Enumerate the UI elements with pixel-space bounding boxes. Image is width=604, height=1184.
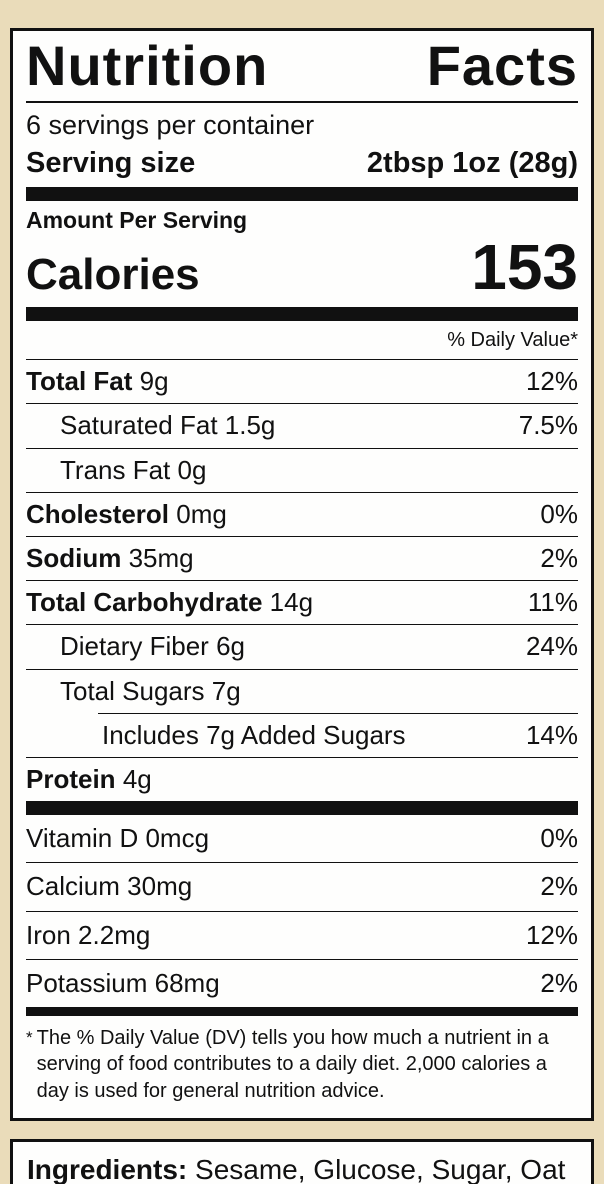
amount-per-serving-label: Amount Per Serving — [26, 207, 248, 234]
nutrient-row-trans-fat: Trans Fat 0g — [26, 449, 578, 492]
nutrient-dv: 2% — [540, 543, 578, 573]
ingredients-line: Ingredients: Sesame, Glucose, Sugar, Oat… — [27, 1152, 577, 1184]
nutrient-row-protein: Protein 4g — [26, 758, 578, 801]
nutrient-dv: 7.5% — [518, 410, 578, 441]
vitamin-name-amount: Vitamin D 0mcg — [26, 823, 210, 854]
calories-label: Calories — [26, 249, 200, 299]
nutrient-row-added-sugars: Includes 7g Added Sugars 14% — [26, 714, 578, 757]
nutrient-row-cholesterol: Cholesterol 0mg 0% — [26, 493, 578, 536]
nutrient-row-saturated-fat: Saturated Fat 1.5g 7.5% — [26, 404, 578, 447]
nutrient-name-amount: Total Sugars 7g — [60, 675, 241, 706]
servings-per-container: 6 servings per container — [26, 109, 315, 140]
row-separator — [26, 447, 578, 449]
row-separator — [26, 862, 578, 864]
row-separator-indented — [98, 712, 578, 714]
row-separator — [26, 958, 578, 960]
vitamin-dv: 2% — [540, 871, 578, 902]
vitamin-dv: 2% — [540, 967, 578, 998]
medium-divider-bar — [26, 1006, 578, 1016]
row-separator — [26, 580, 578, 582]
nutrient-name-amount: Saturated Fat 1.5g — [60, 410, 276, 441]
nutrient-name-amount: Cholesterol 0mg — [26, 498, 227, 529]
vitamin-row-iron: Iron 2.2mg 12% — [26, 912, 578, 959]
row-separator — [26, 624, 578, 626]
nutrient-name-amount: Total Fat 9g — [26, 366, 169, 397]
serving-size-value: 2tbsp 1oz (28g) — [366, 147, 578, 180]
row-separator — [26, 668, 578, 670]
ingredients-box: Ingredients: Sesame, Glucose, Sugar, Oat… — [10, 1139, 594, 1184]
daily-value-header: % Daily Value* — [26, 321, 578, 361]
calories-value: 153 — [471, 230, 578, 303]
nutrient-name-amount: Total Carbohydrate 14g — [26, 587, 314, 618]
nutrition-facts-label: Nutrition Facts 6 servings per container… — [10, 28, 594, 1122]
ingredients-label: Ingredients: — [27, 1154, 188, 1184]
nutrient-row-total-carbohydrate: Total Carbohydrate 14g 11% — [26, 581, 578, 624]
nutrient-name-amount: Dietary Fiber 6g — [60, 631, 245, 662]
nutrient-row-dietary-fiber: Dietary Fiber 6g 24% — [26, 625, 578, 668]
row-separator — [26, 491, 578, 493]
thick-divider-bar — [26, 307, 578, 322]
vitamin-row-potassium: Potassium 68mg 2% — [26, 960, 578, 1007]
nutrient-dv: 14% — [525, 719, 578, 750]
nutrient-dv: 12% — [525, 366, 578, 397]
nutrient-dv: 0% — [540, 498, 578, 529]
serving-size-label: Serving size — [26, 147, 196, 180]
ingredients-text: Sesame, Glucose, Sugar, Oat Fiber, Sapon… — [195, 1154, 566, 1184]
footnote-text: The % Daily Value (DV) tells you how muc… — [36, 1026, 549, 1102]
vitamin-name-amount: Calcium 30mg — [26, 871, 193, 902]
thick-divider-bar — [26, 187, 578, 202]
nutrient-name-amount: Protein 4g — [26, 763, 152, 794]
nutrient-dv: 24% — [525, 631, 578, 662]
row-separator — [26, 403, 578, 405]
nutrient-row-sodium: Sodium 35mg 2% — [26, 537, 578, 580]
label-title: Nutrition Facts — [26, 34, 578, 103]
vitamin-row-vitamin-d: Vitamin D 0mcg 0% — [26, 815, 578, 862]
serving-size-row: Serving size 2tbsp 1oz (28g) — [26, 146, 578, 187]
nutrient-row-total-fat: Total Fat 9g 12% — [26, 360, 578, 403]
nutrient-name-amount: Trans Fat 0g — [60, 454, 207, 485]
calories-row: Calories 153 — [26, 235, 578, 307]
nutrient-row-total-sugars: Total Sugars 7g — [26, 670, 578, 713]
vitamin-name-amount: Iron 2.2mg — [26, 919, 151, 950]
vitamin-row-calcium: Calcium 30mg 2% — [26, 863, 578, 910]
row-separator — [26, 910, 578, 912]
vitamin-dv: 12% — [525, 919, 578, 950]
nutrient-name-amount: Includes 7g Added Sugars — [102, 719, 406, 750]
row-separator — [26, 536, 578, 537]
daily-value-footnote: * The % Daily Value (DV) tells you how m… — [26, 1016, 578, 1108]
nutrient-name-amount: Sodium 35mg — [26, 543, 194, 573]
footnote-asterisk: * — [26, 1027, 33, 1047]
nutrient-dv: 11% — [527, 587, 578, 618]
thick-divider-bar — [26, 801, 578, 816]
row-separator — [26, 756, 578, 758]
vitamin-dv: 0% — [540, 823, 578, 854]
vitamin-name-amount: Potassium 68mg — [26, 967, 220, 998]
